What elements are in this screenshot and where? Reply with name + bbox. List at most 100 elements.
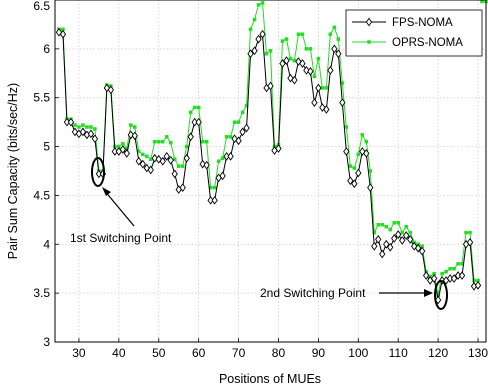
data-point-oprs-noma [252, 17, 257, 22]
x-tick-label: 110 [389, 346, 408, 360]
data-point-oprs-noma [396, 221, 400, 225]
data-point-oprs-noma [121, 141, 125, 146]
data-point-fps-noma [135, 156, 142, 166]
data-point-fps-noma [279, 59, 286, 68]
data-point-fps-noma [123, 149, 130, 158]
data-point-oprs-noma [332, 25, 337, 30]
data-point-fps-noma [315, 83, 322, 93]
data-point-oprs-noma [440, 271, 444, 276]
data-point-oprs-noma [364, 139, 369, 144]
data-point-fps-noma [179, 183, 186, 192]
data-point-oprs-noma [89, 125, 93, 129]
data-point-oprs-noma [312, 74, 317, 78]
data-point-fps-noma [67, 117, 75, 127]
x-tick-label: 70 [232, 346, 246, 360]
data-point-oprs-noma [161, 139, 165, 144]
legend-label-fps-noma: FPS-NOMA [392, 17, 453, 29]
data-point-oprs-noma [268, 49, 273, 53]
data-point-oprs-noma [157, 139, 161, 144]
y-tick-label: 4.5 [33, 188, 50, 202]
data-point-oprs-noma [308, 47, 313, 51]
y-tick-label: 6.5 [33, 0, 50, 13]
data-point-oprs-noma [372, 230, 377, 235]
data-point-oprs-noma [480, 0, 484, 4]
data-point-oprs-noma [292, 58, 297, 63]
data-point-fps-noma [183, 153, 190, 163]
data-point-oprs-noma [153, 139, 157, 144]
data-point-oprs-noma [224, 135, 229, 139]
data-point-fps-noma [251, 46, 258, 56]
data-point-fps-noma [466, 237, 474, 247]
annotation-arrow-first [103, 189, 135, 227]
y-tick-label: 3 [43, 335, 50, 349]
data-point-fps-noma [203, 160, 210, 170]
data-point-fps-noma [327, 65, 334, 75]
data-point-fps-noma [227, 151, 234, 161]
ticks: 30 40 50 60 70 80 90 100 110 120 130 3 3.5 4 4.5 5 5.5 6 6… [33, 0, 488, 360]
data-point-fps-noma [415, 243, 422, 253]
data-point-oprs-noma [296, 32, 301, 36]
data-point-oprs-noma [288, 56, 293, 61]
data-point-fps-noma [147, 165, 154, 175]
data-point-oprs-noma [376, 222, 380, 227]
data-point-oprs-noma [400, 230, 404, 235]
data-point-oprs-noma [316, 56, 321, 61]
annotation-ellipse-second [434, 280, 448, 310]
data-point-fps-noma [219, 171, 226, 181]
data-point-oprs-noma [300, 32, 305, 36]
data-point-fps-noma [339, 98, 346, 107]
data-point-oprs-noma [200, 139, 205, 144]
legend-marker-oprs-noma [367, 40, 371, 44]
data-point-oprs-noma [216, 159, 221, 163]
data-point-oprs-noma [448, 266, 452, 271]
data-point-fps-noma [355, 168, 362, 178]
data-point-oprs-noma [220, 156, 225, 161]
data-point-oprs-noma [141, 152, 145, 157]
data-point-fps-noma [199, 159, 206, 169]
x-tick-label: 100 [348, 346, 368, 360]
data-point-oprs-noma [464, 230, 468, 235]
plot-frame [54, 0, 487, 343]
data-point-oprs-noma [328, 32, 333, 36]
data-point-fps-noma [139, 159, 146, 169]
data-point-fps-noma [291, 75, 298, 85]
data-point-fps-noma [243, 123, 250, 133]
data-point-fps-noma [247, 49, 254, 59]
x-tick-label: 120 [428, 346, 448, 360]
data-point-oprs-noma [388, 227, 392, 232]
data-point-oprs-noma [188, 110, 193, 115]
x-tick-label: 50 [152, 346, 166, 360]
data-point-oprs-noma [212, 185, 217, 190]
data-point-oprs-noma [176, 164, 181, 168]
data-point-oprs-noma [149, 157, 153, 162]
data-point-fps-noma [167, 155, 174, 165]
data-point-oprs-noma [280, 39, 285, 43]
data-point-oprs-noma [192, 105, 197, 110]
legend-marker-fps-noma [365, 17, 373, 27]
y-tick-label: 3.5 [33, 286, 50, 300]
data-point-fps-noma [127, 130, 134, 140]
data-point-fps-noma [418, 246, 426, 256]
data-point-fps-noma [259, 29, 266, 39]
legend-symbol-oprs-noma [367, 40, 371, 44]
data-point-fps-noma [434, 295, 442, 305]
x-tick-label: 90 [312, 346, 326, 360]
annotation-ellipse-first [91, 157, 105, 187]
x-axis-label: Positions of MUEs [219, 372, 321, 386]
data-point-oprs-noma [133, 125, 137, 129]
data-point-fps-noma [287, 73, 294, 83]
data-point-fps-noma [235, 136, 242, 146]
data-point-oprs-noma [344, 125, 349, 129]
data-point-fps-noma [299, 59, 306, 68]
data-point-fps-noma [367, 183, 374, 192]
x-tick-label: 30 [72, 346, 86, 360]
data-point-fps-noma [450, 274, 458, 283]
data-point-oprs-noma [352, 166, 357, 170]
data-point-oprs-noma [204, 139, 209, 144]
data-point-oprs-noma [236, 120, 241, 124]
data-point-fps-noma [422, 271, 430, 280]
data-point-fps-noma [163, 151, 170, 161]
annotation-text-second: 2nd Switching Point [260, 286, 366, 300]
series-layer [55, 0, 488, 305]
